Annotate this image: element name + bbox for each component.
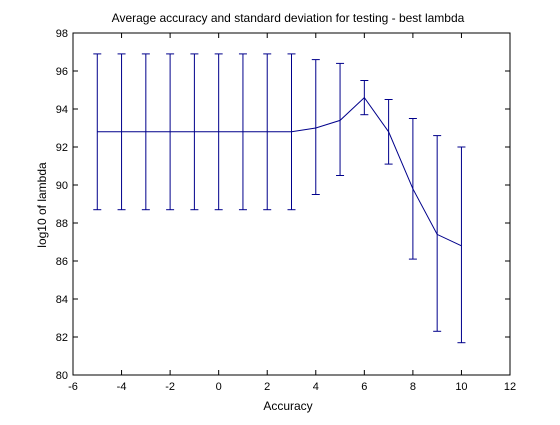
x-tick-label: 6 <box>361 381 367 393</box>
y-tick-label: 82 <box>56 332 68 344</box>
y-tick-label: 94 <box>56 104 68 116</box>
y-tick-label: 88 <box>56 218 68 230</box>
series-line <box>97 96 462 247</box>
x-tick-label: -4 <box>117 381 127 393</box>
x-tick-label: 8 <box>410 381 416 393</box>
chart-title: Average accuracy and standard deviation … <box>112 11 465 25</box>
x-tick-label: 2 <box>264 381 270 393</box>
x-tick-label: 4 <box>313 381 319 393</box>
y-tick-label: 84 <box>56 294 68 306</box>
y-tick-label: 90 <box>56 180 68 192</box>
y-tick-label: 96 <box>56 66 68 78</box>
x-tick-label: -2 <box>165 381 175 393</box>
y-tick-label: 80 <box>56 370 68 382</box>
y-tick-label: 98 <box>56 28 68 40</box>
x-tick-label: -6 <box>68 381 78 393</box>
y-tick-label: 92 <box>56 142 68 154</box>
y-axis-title: log10 of lambda <box>35 162 49 248</box>
x-tick-label: 0 <box>216 381 222 393</box>
y-tick-label: 86 <box>56 256 68 268</box>
x-tick-label: 10 <box>455 381 467 393</box>
x-tick-label: 12 <box>504 381 516 393</box>
x-axis-title: Accuracy <box>263 399 312 413</box>
plot-area: -6 -4 -2 0 2 4 6 8 10 12 80 82 84 86 88 90 92 94 96 98 <box>56 28 516 393</box>
